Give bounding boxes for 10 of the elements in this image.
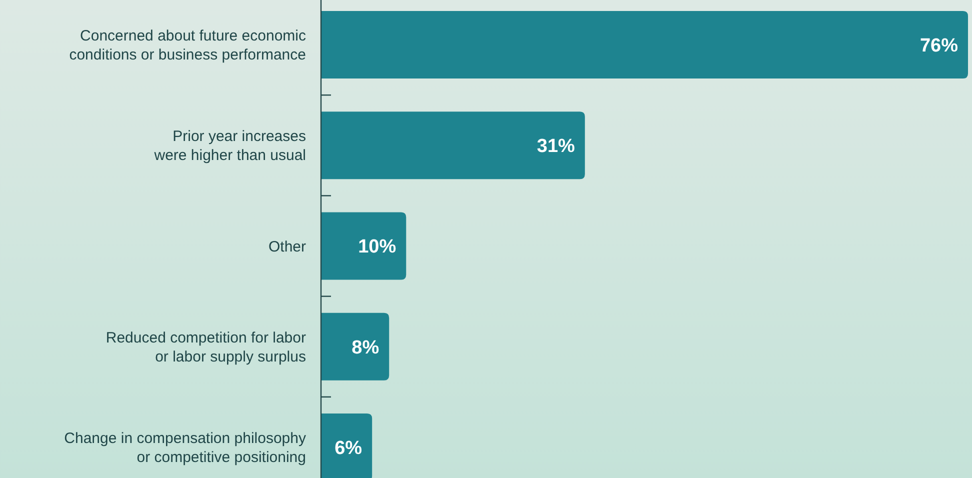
data-label: 76%: [920, 35, 958, 56]
y-tick-label: Change in compensation philosophy or competitive positioning: [64, 430, 306, 466]
y-tick-label: Concerned about future economic conditions or business performance: [69, 28, 306, 64]
y-tick-label: Prior year increases were higher than usual: [153, 128, 306, 164]
data-label: 10%: [358, 236, 396, 258]
data-label: 8%: [352, 337, 380, 358]
data-label: 31%: [536, 136, 576, 158]
y-tick-label: Other: [268, 238, 306, 256]
y-tick-label: Reduced competition for labor or labor supply surplus: [106, 329, 306, 366]
data-label: 6%: [334, 438, 362, 459]
